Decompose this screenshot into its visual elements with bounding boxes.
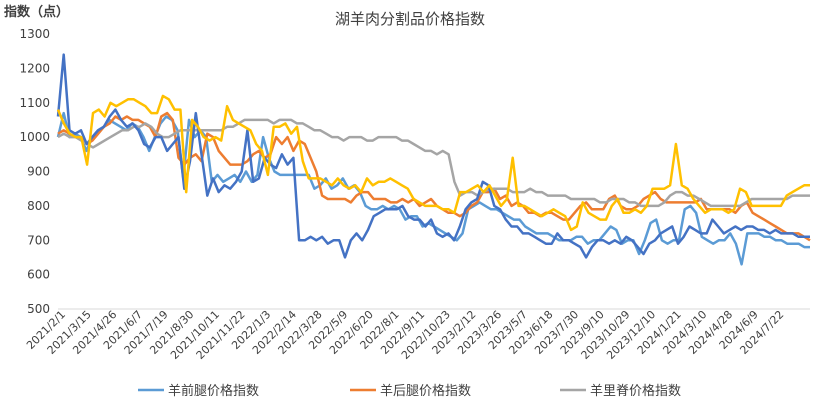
series-lines [56,53,811,266]
legend-label: 羊里脊价格指数 [590,383,681,399]
y-tick-labels: 500 600 700 800 900 1000 1100 1200 1300 [19,27,50,316]
series-line-2 [57,118,810,208]
legend-label: 羊前腿价格指数 [168,383,259,399]
y-tick-label: 500 [27,302,50,316]
y-axis-label: 指数（点） [4,4,69,20]
x-tick-labels: 2021/2/12021/3/152021/4/262021/6/72021/7… [24,308,786,362]
y-tick-label: 600 [27,268,50,282]
y-tick-label: 1100 [19,96,50,110]
legend: 羊前腿价格指数 羊后腿价格指数 羊里脊价格指数 [138,383,681,399]
y-tick-label: 800 [27,199,50,213]
y-tick-label: 700 [27,233,50,247]
y-tick-label: 900 [27,165,50,179]
y-tick-label: 1300 [19,27,50,41]
legend-label: 羊后腿价格指数 [380,383,471,399]
chart-title: 湖羊肉分割品价格指数 [335,10,485,28]
y-tick-label: 1000 [19,130,50,144]
series-line-4 [56,94,810,232]
y-tick-label: 1200 [19,61,50,75]
series-line-3 [56,53,810,259]
